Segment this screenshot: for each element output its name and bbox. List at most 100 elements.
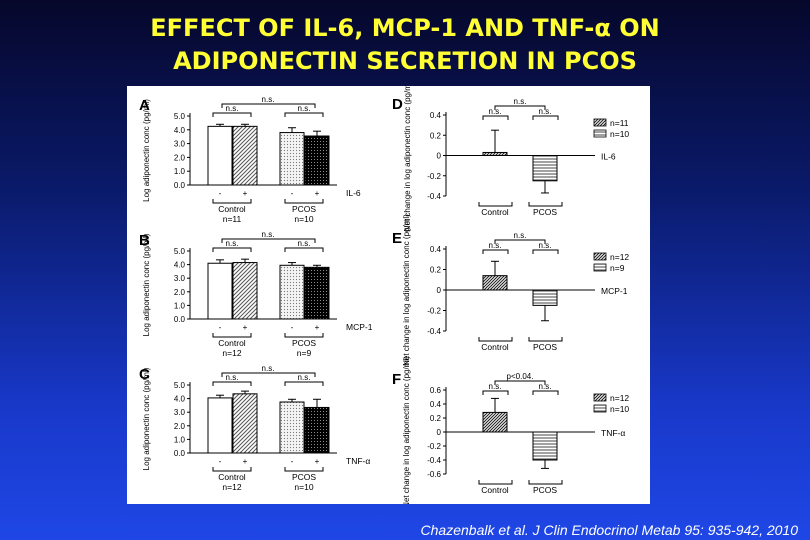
panel-d-sig-pcos-label: n.s. — [539, 107, 552, 116]
panel-a-sig-bracket-outer — [221, 103, 316, 108]
panel-c-sig-bracket-pcos — [284, 381, 324, 386]
panel-c-sig-pcos-label: n.s. — [298, 373, 311, 382]
panel-a-ytick-label: 4.0 — [174, 126, 186, 135]
panel-a-treatment-label: IL-6 — [346, 188, 361, 198]
panel-a-n-label-pcos: n=10 — [294, 214, 313, 224]
panel-f-sig-outer-label: p<0.04. — [507, 372, 534, 381]
panel-a-sig-bracket-control — [212, 112, 252, 117]
panel-e-legend-label: n=9 — [610, 263, 625, 273]
panel-b-ylabel: Log adiponectin conc (pg/ml) — [142, 233, 151, 336]
panel-f-category-control: Control — [481, 485, 509, 495]
panel-c-n-label-pcos: n=10 — [294, 482, 313, 492]
panel-c-group-label-control: Control — [218, 472, 246, 482]
panel-a-pcos-bracket — [284, 199, 324, 204]
panel-b-group-label-control: Control — [218, 338, 246, 348]
panel-e-letter: E — [392, 230, 402, 247]
panel-e-category-control: Control — [481, 342, 509, 352]
panel-f-ytick-label: 0.4 — [430, 400, 442, 409]
panel-a-ytick-label: 0.0 — [174, 181, 186, 190]
panel-c-ytick-label: 3.0 — [174, 408, 186, 417]
panel-c-control-bracket — [212, 467, 252, 472]
panel-c-sign-label: - — [219, 457, 222, 466]
panel-b-ytick-label: 3.0 — [174, 274, 186, 283]
panel-c-bar — [279, 401, 305, 454]
panel-b-sig-bracket-pcos — [284, 247, 324, 252]
panel-f-ytick-label: 0.6 — [430, 386, 442, 395]
panel-d-sig-bracket-pcos — [532, 115, 559, 120]
panel-e-ytick-label: -0.2 — [427, 307, 441, 316]
panel-b-n-label-pcos: n=9 — [297, 348, 312, 358]
panel-e-ytick-label: 0.2 — [430, 266, 442, 275]
panel-a-control-bracket — [212, 199, 252, 204]
panel-d-ylabel: Net change in log adiponectin conc (pg/m… — [403, 86, 412, 231]
panel-b-ytick-label: 0.0 — [174, 315, 186, 324]
panel-a-sig-control-label: n.s. — [226, 104, 239, 113]
panel-a-sig-pcos-label: n.s. — [298, 104, 311, 113]
panel-a-sign-label: + — [315, 189, 320, 198]
panel-d-legend-swatch — [593, 118, 607, 127]
panel-c-ylabel: Log adiponectin conc (pg/ml) — [142, 367, 151, 470]
panel-b-sign-label: + — [315, 323, 320, 332]
panel-c-treatment-label: TNF-α — [346, 456, 370, 466]
panel-b-group-label-pcos: PCOS — [292, 338, 316, 348]
panel-a-sig-bracket-pcos — [284, 112, 324, 117]
panel-c-ytick-label: 1.0 — [174, 435, 186, 444]
panel-d-control-bracket — [478, 202, 513, 207]
panel-c-group-label-pcos: PCOS — [292, 472, 316, 482]
panel-d-category-pcos: PCOS — [533, 207, 557, 217]
panel-f-ytick-label: 0.2 — [430, 414, 442, 423]
panel-b-sign-label: - — [219, 323, 222, 332]
panel-e-ytick-label: 0 — [437, 286, 442, 295]
panel-d-sig-outer-label: n.s. — [514, 97, 527, 106]
panel-d-sig-bracket-outer — [494, 105, 546, 110]
panel-d-legend-label: n=11 — [610, 118, 629, 128]
panel-c-ytick-label: 0.0 — [174, 449, 186, 458]
figure-panel: A 5.0 4.0 3.0 2.0 1.0 0.0 Log adiponectin conc … — [127, 79, 650, 508]
panel-e-sig-control-label: n.s. — [489, 241, 502, 250]
panel-f-ytick-label: -0.2 — [427, 442, 441, 451]
panel-a-bar — [279, 132, 305, 186]
panel-a-n-label-control: n=11 — [223, 214, 242, 224]
panel-c-sig-outer-label: n.s. — [262, 364, 275, 373]
panel-d-ytick-label: 0 — [437, 152, 442, 161]
panel-b-sig-outer-label: n.s. — [262, 230, 275, 239]
panel-e-pcos-bracket — [528, 337, 563, 342]
panel-f-bar — [482, 411, 508, 433]
panel-f-sig-pcos-label: n.s. — [539, 382, 552, 391]
panel-a-bar — [232, 125, 258, 186]
panel-e-treatment-label: MCP-1 — [601, 286, 628, 296]
panel-e-ylabel: Net change in log adiponectin conc (pg/m… — [402, 214, 411, 366]
panel-b-bar — [232, 262, 258, 320]
panel-a-ytick-label: 1.0 — [174, 167, 186, 176]
panel-d-pcos-bracket — [528, 202, 563, 207]
panel-d-bar — [482, 151, 508, 157]
panel-c-pcos-bracket — [284, 467, 324, 472]
panel-b-ytick-label: 2.0 — [174, 288, 186, 297]
panel-d-category-control: Control — [481, 207, 509, 217]
panel-b-bar — [207, 262, 233, 320]
panel-e-sig-pcos-label: n.s. — [539, 241, 552, 250]
panel-e-sig-outer-label: n.s. — [514, 231, 527, 240]
panel-c-ytick-label: 5.0 — [174, 381, 186, 390]
panel-f-legend-label: n=12 — [610, 393, 629, 403]
panel-a-ylabel: Log adiponectin conc (pg/ml) — [142, 99, 151, 202]
panel-e-bar — [532, 289, 558, 306]
panel-a-bar — [304, 135, 330, 186]
panel-e-ytick-label: 0.4 — [430, 245, 442, 254]
panel-a-ytick-label: 3.0 — [174, 140, 186, 149]
panel-d-ytick-label: -0.2 — [427, 172, 441, 181]
panel-a-sign-label: - — [291, 189, 294, 198]
panel-d-treatment-label: IL-6 — [601, 152, 616, 162]
panel-b-sign-label: - — [291, 323, 294, 332]
panel-d-ytick-label: -0.4 — [427, 192, 441, 201]
panel-b-n-label-control: n=12 — [222, 348, 241, 358]
panel-c-sign-label: + — [315, 457, 320, 466]
panel-f-treatment-label: TNF-α — [601, 428, 625, 438]
panel-e-bar — [482, 275, 508, 291]
slide-title-line-2: ADIPONECTIN SECRETION IN PCOS — [173, 47, 637, 75]
panel-d-legend-label: n=10 — [610, 129, 629, 139]
panel-a-ytick-label: 2.0 — [174, 153, 186, 162]
panel-b-control-bracket — [212, 333, 252, 338]
panel-b-sig-bracket-outer — [221, 238, 316, 243]
panel-b-bar — [279, 264, 305, 320]
